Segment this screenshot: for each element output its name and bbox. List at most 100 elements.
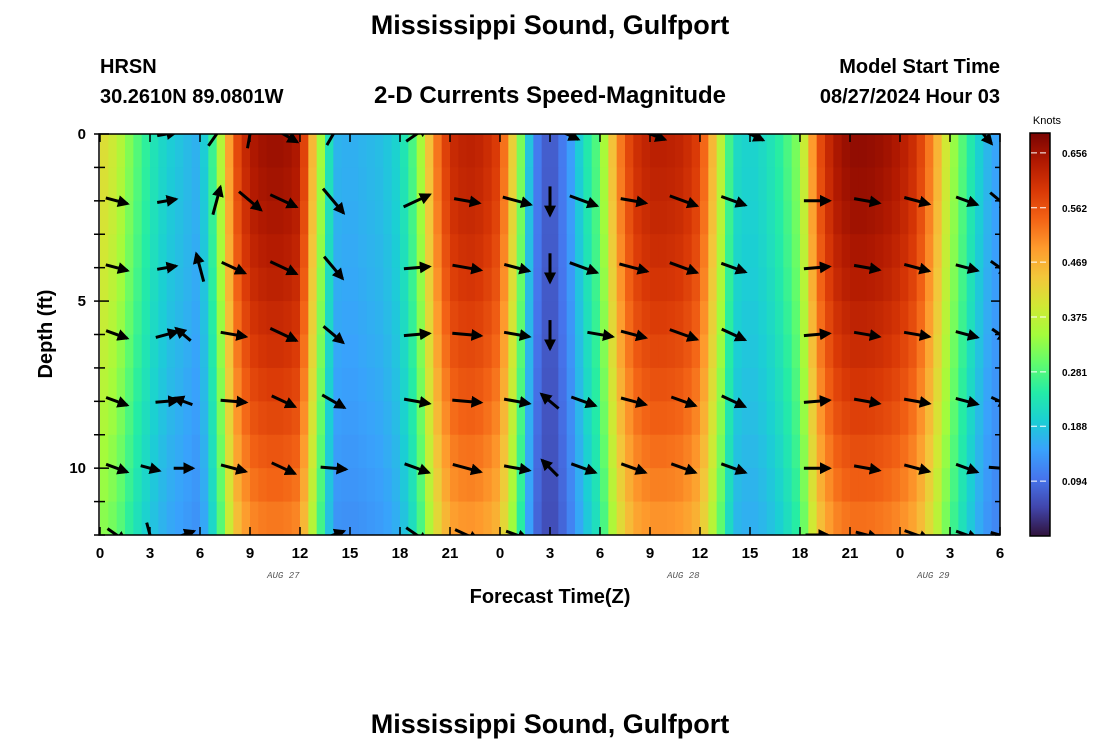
heatmap-cell	[808, 501, 818, 535]
heatmap-cell	[550, 134, 559, 169]
heatmap-cell	[291, 468, 301, 503]
heatmap-cell	[775, 501, 784, 535]
heatmap-cell	[816, 401, 826, 436]
heatmap-cell	[400, 468, 409, 503]
heatmap-cell	[283, 468, 293, 503]
heatmap-cell	[666, 200, 676, 235]
heatmap-cell	[958, 167, 968, 202]
heatmap-cell	[825, 501, 834, 535]
heatmap-cell	[366, 267, 376, 302]
heatmap-cell	[375, 468, 384, 503]
heatmap-cell	[791, 134, 801, 169]
heatmap-cell	[800, 134, 809, 169]
heatmap-cell	[550, 401, 559, 436]
heatmap-cell	[800, 434, 809, 469]
heatmap-cell	[383, 468, 393, 503]
heatmap-cell	[391, 401, 401, 436]
heatmap-cell	[483, 200, 493, 235]
heatmap-cell	[441, 501, 451, 535]
current-vector-arrow	[620, 195, 649, 208]
heatmap-cell	[258, 134, 268, 169]
heatmap-cell	[133, 301, 143, 336]
heatmap-cell	[675, 234, 684, 269]
heatmap-cell	[491, 234, 501, 269]
heatmap-cell	[450, 501, 459, 535]
heatmap-cell	[758, 468, 768, 503]
heatmap-cell	[883, 167, 893, 202]
heatmap-cell	[316, 501, 326, 535]
heatmap-cell	[625, 200, 634, 235]
heatmap-cell	[616, 200, 626, 235]
heatmap-cell	[691, 434, 701, 469]
current-vector-arrow	[105, 262, 130, 274]
current-vector-arrow	[853, 195, 882, 208]
heatmap-cell	[208, 167, 218, 202]
current-vector-arrow	[989, 259, 1000, 276]
heatmap-cell	[275, 200, 284, 235]
heatmap-cell	[758, 234, 768, 269]
heatmap-cell	[791, 468, 801, 503]
heatmap-cell	[216, 401, 226, 436]
heatmap-cell	[475, 334, 484, 369]
heatmap-cell	[991, 234, 1000, 269]
heatmap-cell	[250, 134, 259, 169]
heatmap-cell	[925, 468, 934, 503]
heatmap-cell	[966, 267, 976, 302]
heatmap-cell	[100, 267, 109, 302]
heatmap-cell	[916, 468, 926, 503]
current-vector-arrow	[405, 526, 430, 535]
heatmap-cell	[691, 468, 701, 503]
current-vector-arrow	[105, 329, 130, 341]
heatmap-cell	[616, 334, 626, 369]
heatmap-cell	[133, 167, 143, 202]
x-tick-label: 15	[342, 545, 359, 562]
heatmap-cell	[933, 401, 943, 436]
heatmap-cell	[525, 301, 534, 336]
heatmap-cell	[525, 267, 534, 302]
heatmap-cell	[241, 334, 251, 369]
heatmap-cell	[666, 134, 676, 169]
heatmap-cell	[291, 234, 301, 269]
heatmap-cell	[241, 267, 251, 302]
heatmap-cell	[333, 134, 343, 169]
heatmap-cell	[275, 501, 284, 535]
heatmap-cell	[558, 367, 568, 402]
heatmap-cell	[391, 501, 401, 535]
heatmap-cell	[766, 167, 776, 202]
heatmap-cell	[266, 267, 276, 302]
heatmap-cell	[483, 334, 493, 369]
heatmap-cell	[250, 501, 259, 535]
heatmap-cell	[833, 434, 843, 469]
heatmap-cell	[200, 134, 209, 169]
heatmap-cell	[500, 401, 509, 436]
x-tick-label: 12	[692, 545, 709, 562]
heatmap-cell	[516, 468, 526, 503]
heatmap-cell	[166, 267, 176, 302]
heatmap-cell	[908, 267, 918, 302]
x-tick-label: 3	[146, 545, 154, 562]
heatmap-cell	[500, 367, 509, 402]
heatmap-cell	[391, 334, 401, 369]
heatmap-cell	[191, 234, 201, 269]
heatmap-cell	[558, 167, 568, 202]
heatmap-cell	[591, 301, 601, 336]
heatmap-cell	[350, 234, 359, 269]
heatmap-cell	[900, 401, 909, 436]
heatmap-cell	[941, 434, 951, 469]
heatmap-cell	[158, 134, 168, 169]
heatmap-cell	[725, 134, 734, 169]
heatmap-cell	[675, 200, 684, 235]
heatmap-cell	[533, 134, 543, 169]
heatmap-cell	[500, 267, 509, 302]
heatmap-cell	[141, 167, 151, 202]
heatmap-cell	[466, 367, 476, 402]
heatmap-cell	[183, 267, 193, 302]
heatmap-cell	[658, 200, 668, 235]
heatmap-cell	[258, 200, 268, 235]
heatmap-cell	[775, 401, 784, 436]
heatmap-cell	[725, 401, 734, 436]
heatmap-cell	[991, 501, 1000, 535]
heatmap-cell	[958, 267, 968, 302]
heatmap-cell	[875, 501, 884, 535]
heatmap-cell	[383, 234, 393, 269]
